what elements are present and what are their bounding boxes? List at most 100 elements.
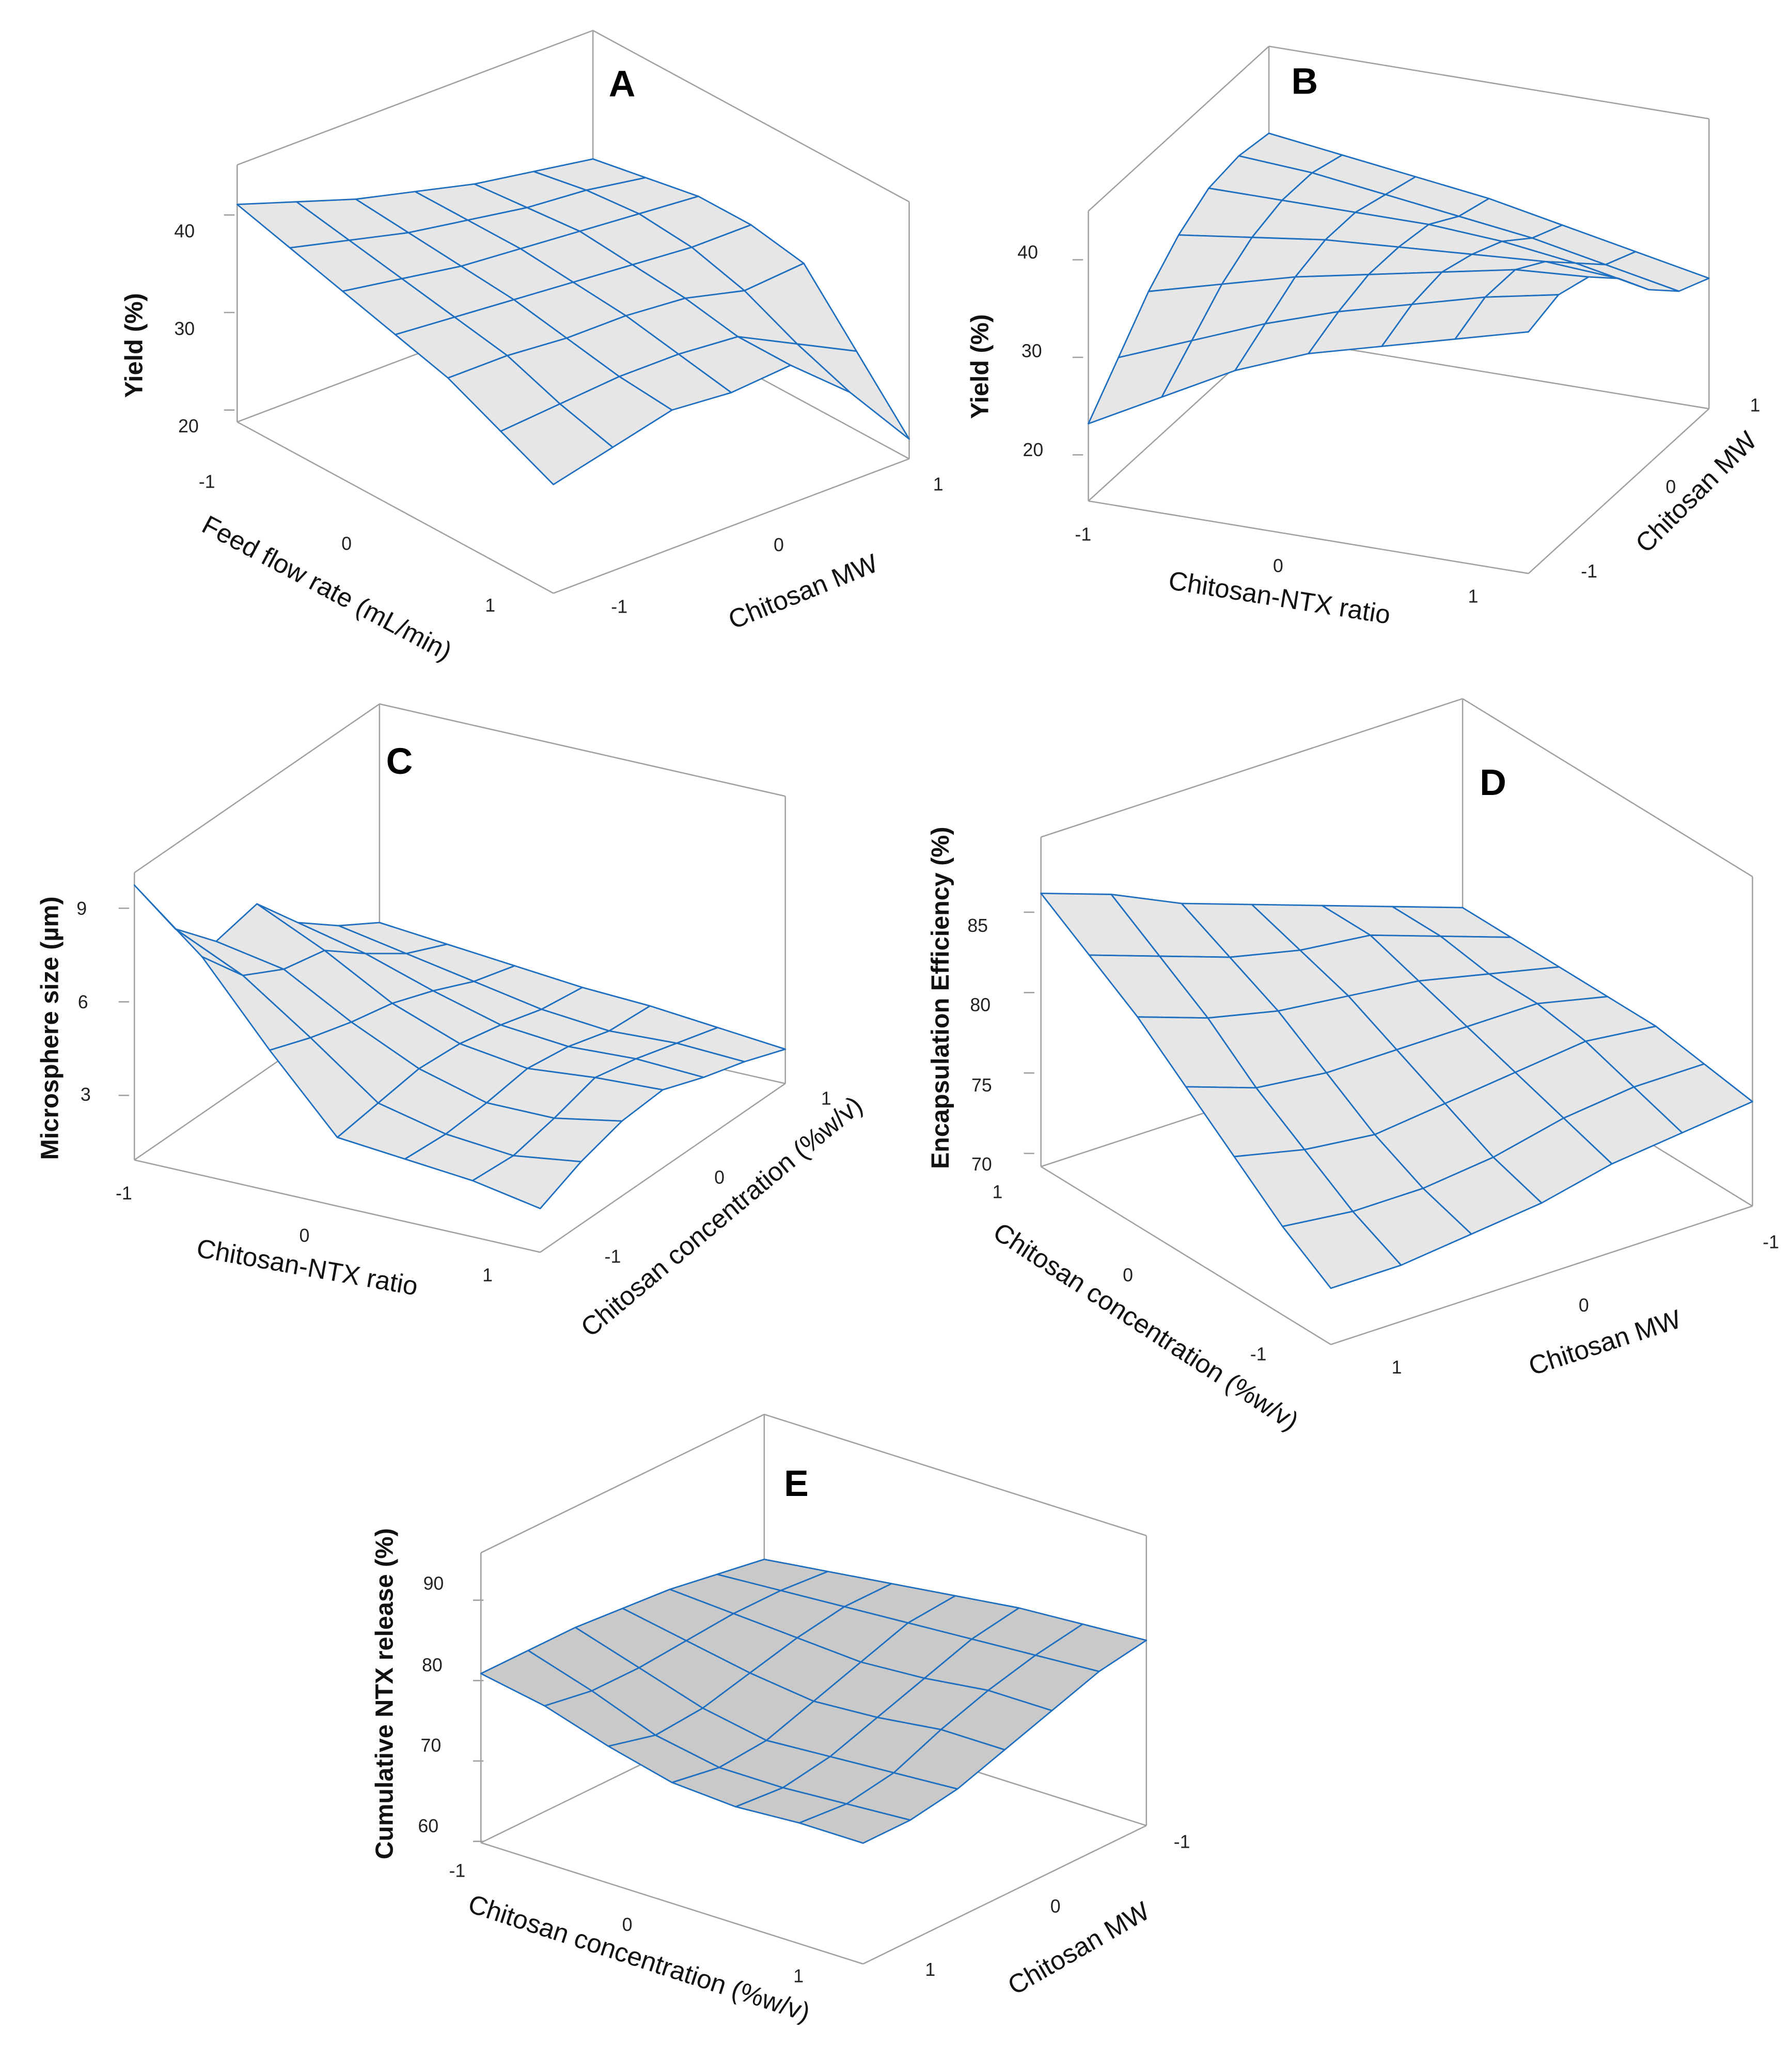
x-tick-label: 1: [793, 1966, 804, 1987]
panel-letter: B: [1291, 60, 1318, 102]
box-top-edge: [480, 1413, 765, 1554]
box-base-edge: [862, 1824, 1147, 1965]
box-base-edge: [237, 421, 554, 594]
z-tick-label: 80: [422, 1655, 443, 1676]
z-tick-label: 30: [1021, 341, 1042, 362]
y-axis-title: Chitosan MW: [724, 548, 882, 635]
y-tick-label: -1: [605, 1246, 621, 1267]
z-tick-label: 6: [78, 992, 88, 1012]
box-top-edge: [592, 29, 910, 202]
box-top-edge: [1462, 698, 1753, 878]
x-axis-title: Chitosan concentration (%w/v): [465, 1889, 814, 2027]
panel-letter: C: [386, 741, 413, 782]
axis-box: [1040, 698, 1753, 1346]
box-top-edge: [764, 1413, 1147, 1536]
surface-cell: [471, 1155, 582, 1209]
surface-cell: [798, 1803, 911, 1844]
x-axis-title: Chitosan concentration (%w/v): [988, 1216, 1303, 1436]
y-tick-label: 0: [1579, 1295, 1589, 1316]
surface-mesh: [133, 884, 787, 1209]
y-tick-label: -1: [1174, 1831, 1190, 1852]
box-base-edge: [480, 1842, 863, 1965]
box-top-edge: [134, 703, 380, 873]
box-base-edge: [1528, 408, 1710, 574]
x-tick-label: -1: [1250, 1344, 1267, 1364]
x-tick-label: -1: [449, 1861, 465, 1881]
box-base-edge: [553, 458, 909, 594]
y-tick-label: -1: [1581, 561, 1597, 582]
y-tick-label: 1: [925, 1959, 935, 1980]
box-base-edge: [1330, 1205, 1753, 1346]
surface-mesh: [1040, 892, 1753, 1289]
z-tick-label: 90: [423, 1573, 444, 1594]
surface-mesh: [1088, 132, 1710, 425]
x-axis-title: Feed flow rate (mL/min): [197, 510, 457, 666]
y-axis-title: Chitosan MW: [1630, 426, 1763, 558]
z-tick-label: 75: [971, 1075, 992, 1096]
z-axis-title: Microsphere size (µm): [36, 896, 64, 1160]
x-tick-label: 1: [1468, 586, 1479, 606]
x-tick-label: 0: [1273, 556, 1283, 576]
x-tick-label: 1: [993, 1182, 1003, 1203]
x-tick-label: -1: [199, 471, 215, 492]
z-axis-title: Yield (%): [120, 293, 148, 398]
y-tick-label: 1: [1392, 1357, 1402, 1378]
z-tick-label: 70: [971, 1154, 992, 1175]
surface-cell: [1282, 1210, 1402, 1289]
y-tick-label: 0: [1050, 1896, 1061, 1916]
y-tick-label: 1: [933, 474, 944, 494]
x-tick-label: 0: [622, 1914, 633, 1935]
x-tick-label: 0: [299, 1225, 309, 1246]
surface-plot-e: -1 0 1 1 0 -1 90 80 70 60 Chitosan concentration (…: [370, 1413, 1190, 2027]
x-tick-label: 1: [485, 595, 495, 616]
box-top-edge: [379, 703, 785, 797]
box-base-edge: [1040, 1166, 1331, 1345]
y-tick-label: 0: [774, 535, 784, 555]
z-axis-title: Encapsulation Efficiency (%): [926, 826, 954, 1169]
z-axis-title: Cumulative NTX release (%): [370, 1528, 398, 1859]
x-tick-label: -1: [1075, 524, 1091, 544]
x-tick-label: 0: [1123, 1265, 1133, 1285]
z-axis-title: Yield (%): [966, 314, 994, 419]
y-tick-label: 0: [714, 1167, 725, 1188]
y-axis-title: Chitosan MW: [1525, 1304, 1685, 1381]
y-tick-label: 1: [1750, 395, 1760, 415]
z-tick-label: 40: [1017, 242, 1038, 262]
box-base-edge: [1088, 500, 1529, 574]
z-tick-label: 3: [81, 1084, 91, 1105]
box-base-edge: [134, 1159, 541, 1253]
surface-cell: [500, 403, 614, 486]
z-tick-label: 60: [418, 1816, 438, 1836]
z-tick-label: 80: [970, 994, 991, 1015]
z-tick-label: 30: [174, 318, 195, 339]
z-tick-label: 70: [420, 1735, 441, 1756]
surface-plot-d: 1 0 -1 1 0 -1 85 80 75 70 Chitosan concentration (…: [926, 698, 1779, 1436]
y-tick-label: 1: [821, 1088, 831, 1109]
x-tick-label: -1: [116, 1183, 132, 1204]
z-tick-label: 9: [76, 898, 87, 919]
x-tick-label: 0: [341, 533, 352, 554]
box-top-edge: [1268, 45, 1709, 120]
surface-mesh: [236, 158, 910, 486]
surface-cell: [1454, 294, 1560, 340]
z-tick-label: 20: [178, 416, 199, 436]
z-tick-label: 20: [1023, 440, 1043, 460]
surface-plot-a: -1 0 1 -1 0 1 40 30 20 Feed flow rate (mL/min) Chi…: [120, 29, 944, 666]
surface-cell: [796, 343, 910, 440]
panel-letter: E: [784, 1463, 809, 1504]
y-tick-label: 0: [1665, 477, 1676, 497]
z-tick-label: 85: [967, 915, 988, 936]
y-tick-label: -1: [1763, 1232, 1779, 1253]
surface-mesh: [480, 1558, 1147, 1844]
y-axis-title: Chitosan MW: [1003, 1896, 1155, 2000]
panel-letter: D: [1480, 762, 1506, 803]
box-base-edge: [540, 1083, 786, 1253]
x-tick-label: 1: [482, 1265, 493, 1285]
y-tick-label: -1: [611, 597, 627, 617]
panel-letter: A: [609, 64, 636, 105]
z-tick-label: 40: [174, 221, 195, 242]
box-top-edge: [1041, 698, 1463, 838]
